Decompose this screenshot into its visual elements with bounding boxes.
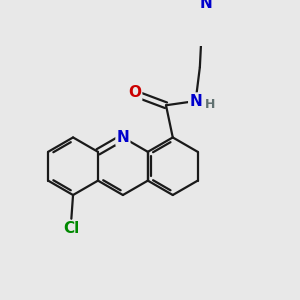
Text: N: N bbox=[200, 0, 212, 11]
Text: H: H bbox=[205, 98, 215, 111]
Text: N: N bbox=[116, 130, 129, 145]
Text: O: O bbox=[128, 85, 141, 100]
Text: Cl: Cl bbox=[63, 221, 80, 236]
Text: N: N bbox=[189, 94, 202, 109]
